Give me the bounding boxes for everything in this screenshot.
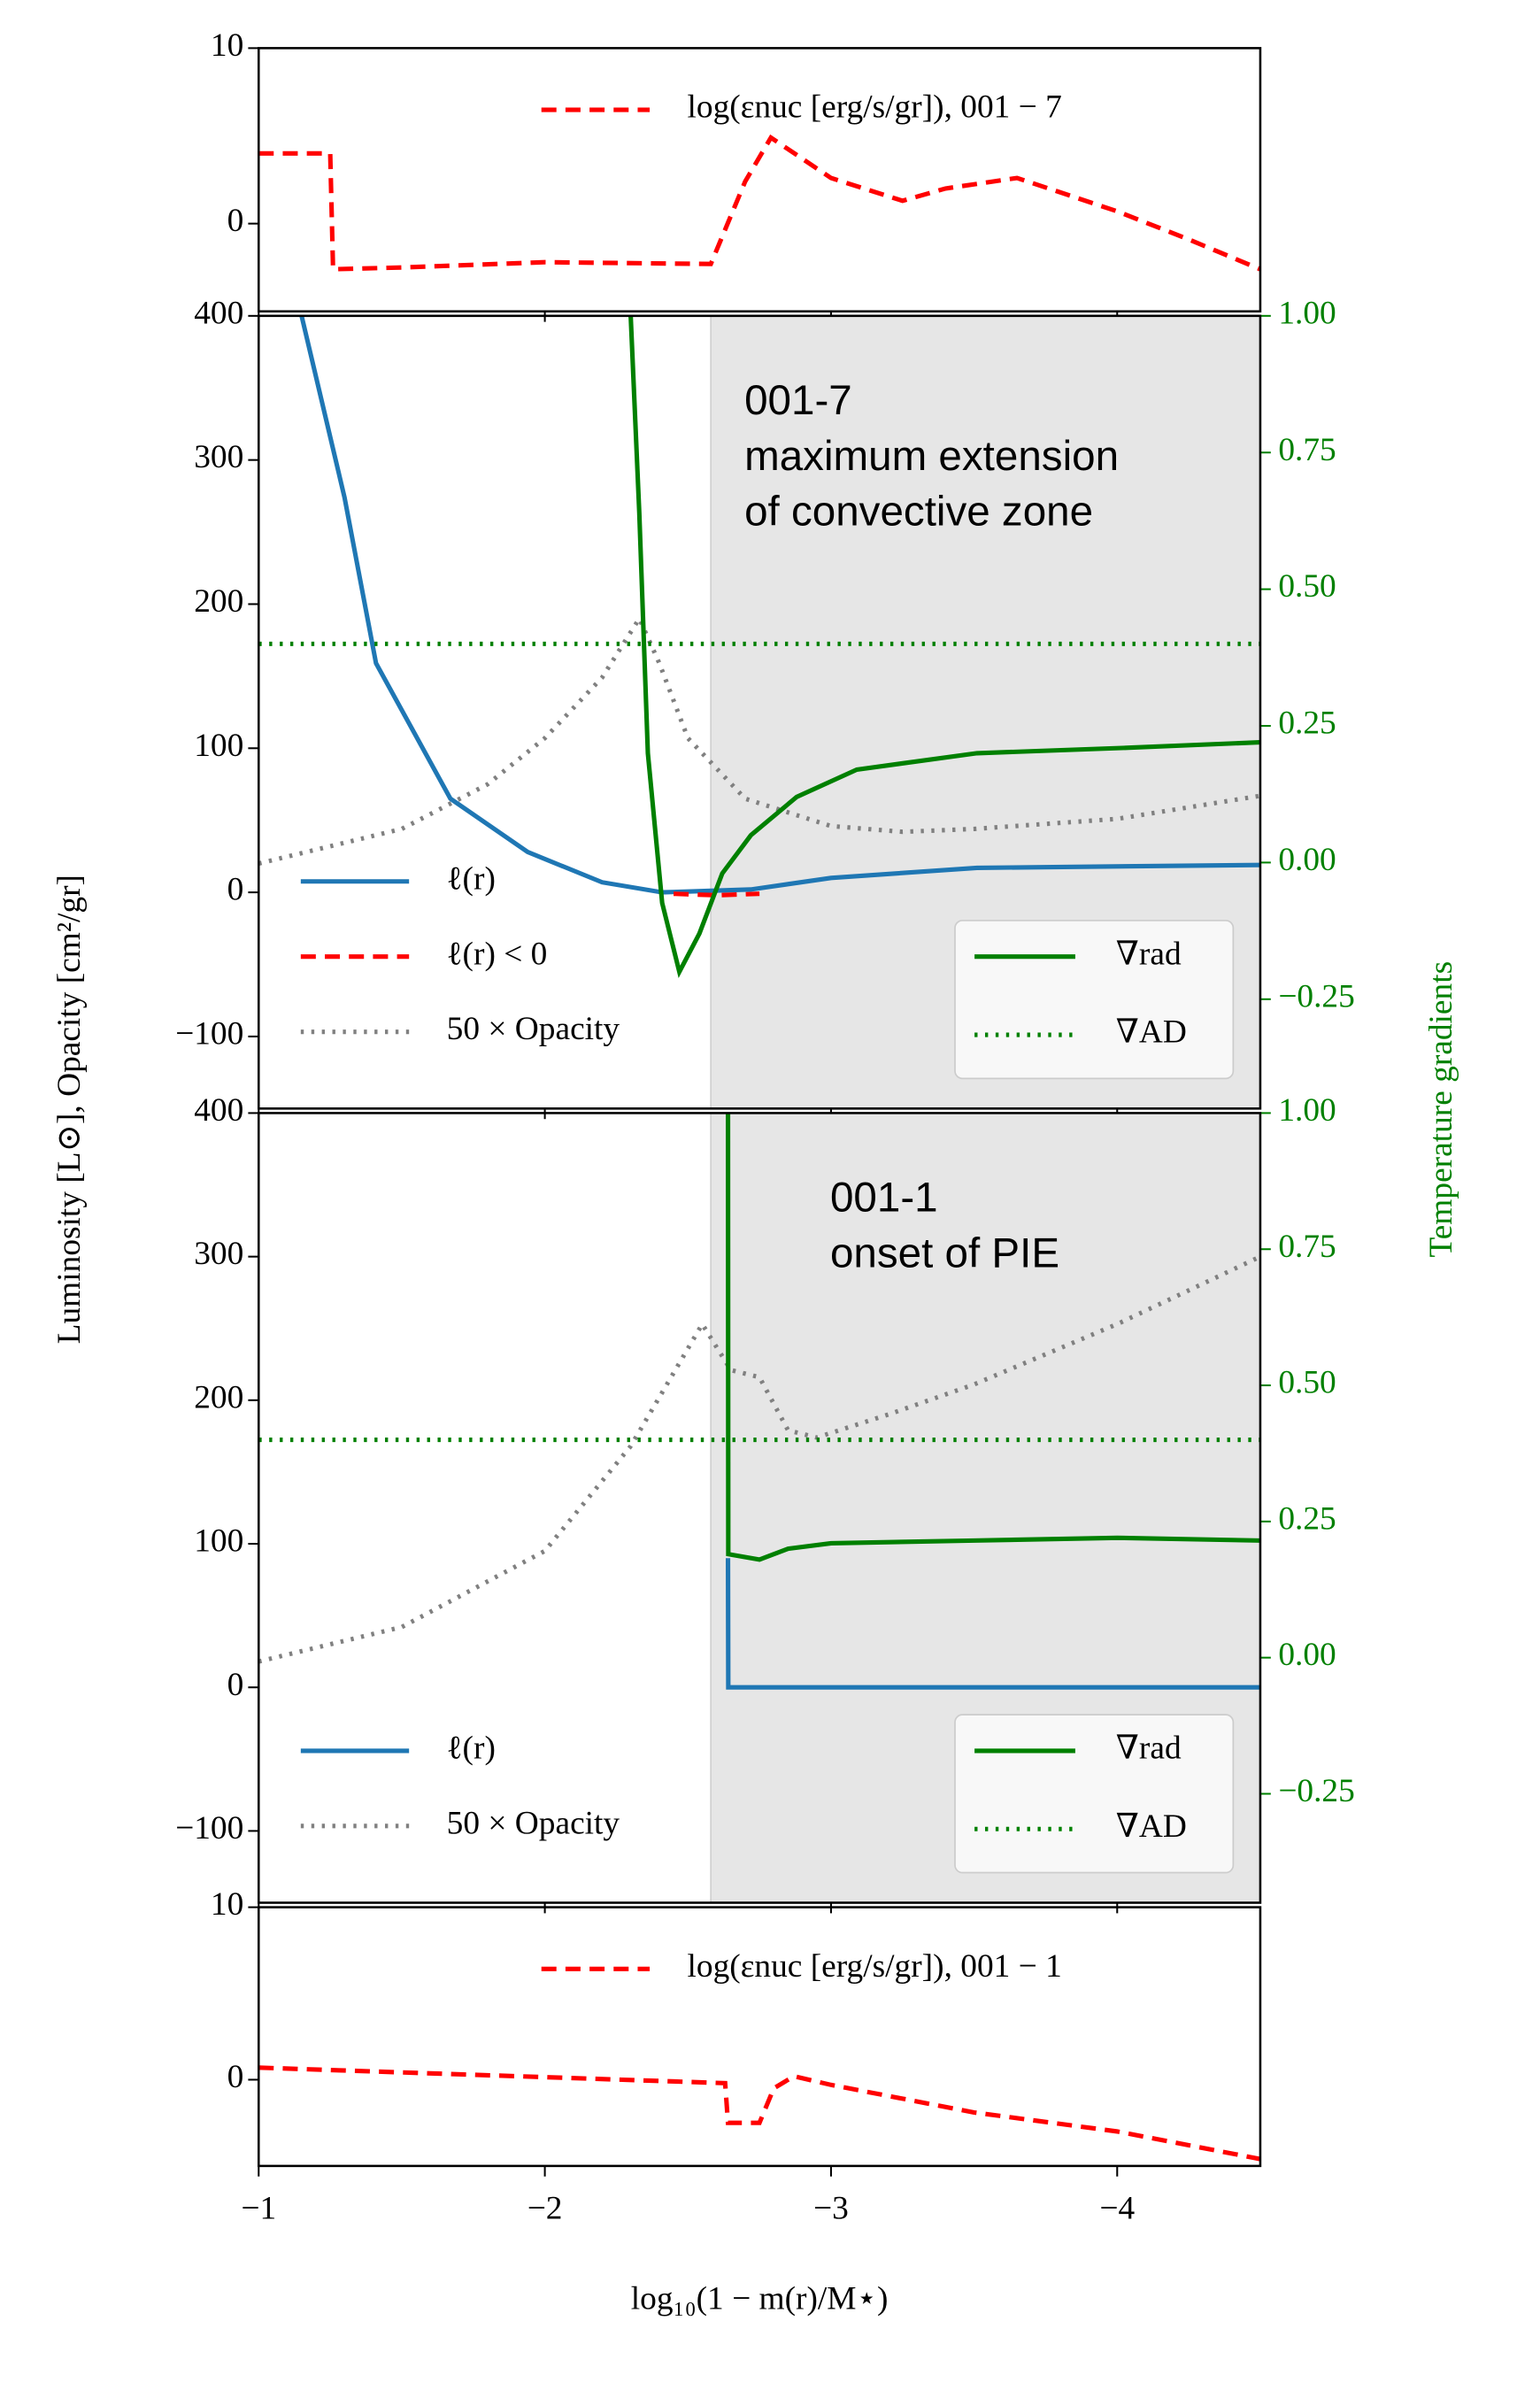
axes-frame [257, 1112, 1262, 1904]
annotation: onset of PIE [830, 1230, 1059, 1276]
x-tick-label: −1 [241, 2190, 276, 2226]
y-tick-label: 0 [227, 203, 244, 239]
y2-tick-label: −0.25 [1278, 978, 1355, 1014]
annotation: of convective zone [744, 489, 1093, 536]
annotation: maximum extension [744, 433, 1119, 480]
y-tick-label: −100 [175, 1015, 243, 1052]
y2-tick-label: 0.00 [1278, 1637, 1336, 1673]
y-tick-label: 100 [194, 1523, 243, 1560]
legend-label: ∇AD [1116, 1014, 1187, 1051]
y-tick-label: 200 [194, 583, 243, 620]
series-line [258, 613, 1260, 867]
axes-frame [257, 1906, 1262, 2168]
y-tick-label: 200 [194, 1379, 243, 1415]
legend-label: ℓ(r) < 0 [447, 936, 548, 972]
legend-label: 50 × Opacity [447, 1011, 620, 1047]
series-line [725, 1113, 1260, 1562]
series-line [258, 134, 1260, 272]
series-line [725, 1558, 1260, 1690]
legend-label: ℓ(r) [447, 1730, 496, 1766]
y-tick-label: 400 [194, 1092, 243, 1129]
y-tick-label: 10 [211, 27, 243, 64]
y2-tick-label: 1.00 [1278, 295, 1336, 331]
y-tick-label: 10 [211, 1886, 243, 1923]
y2-tick-label: 0.25 [1278, 705, 1336, 742]
legend-box [954, 920, 1235, 1080]
y2-tick-label: 1.00 [1278, 1092, 1336, 1129]
x-tick-label: −4 [1099, 2190, 1135, 2226]
legend-label: log(εnuc [erg/s/gr]), 001 − 1 [688, 1948, 1062, 1985]
y2-tick-label: 0.00 [1278, 842, 1336, 878]
y2-tick-label: 0.50 [1278, 568, 1336, 605]
y-tick-label: 0 [227, 872, 244, 908]
y-tick-label: −100 [175, 1810, 243, 1846]
series-line [299, 315, 1260, 895]
axes-frame [257, 47, 1262, 313]
y-tick-label: 400 [194, 295, 243, 331]
legend-box [954, 1714, 1235, 1874]
series-line [674, 891, 760, 898]
legend-label: log(εnuc [erg/s/gr]), 001 − 7 [688, 89, 1062, 126]
y-tick-label: 100 [194, 728, 243, 764]
y2-tick-label: −0.25 [1278, 1773, 1355, 1809]
y2-tick-label: 0.50 [1278, 1365, 1336, 1401]
y2-tick-label: 0.75 [1278, 1229, 1336, 1265]
legend-label: 50 × Opacity [447, 1805, 620, 1841]
x-axis-label: log₁₀(1 − m(r)/M⋆) [631, 2280, 889, 2317]
legend-label: ∇rad [1116, 1730, 1182, 1766]
legend-label: ∇AD [1116, 1808, 1187, 1845]
y-tick-label: 300 [194, 1236, 243, 1272]
legend-label: ℓ(r) [447, 860, 496, 897]
annotation: 001-1 [830, 1175, 938, 1222]
annotation: 001-7 [744, 377, 852, 424]
series-line [628, 315, 1260, 979]
y-tick-label: 0 [227, 2059, 244, 2095]
x-tick-label: −3 [813, 2190, 849, 2226]
y-tick-label: 300 [194, 439, 243, 475]
axes-frame [257, 314, 1262, 1110]
y2-tick-label: 0.75 [1278, 432, 1336, 468]
y2-tick-label: 0.25 [1278, 1500, 1336, 1537]
legend-label: ∇rad [1116, 936, 1182, 972]
y-axis-label: Luminosity [L⊙], Opacity [cm²/gr] [51, 875, 88, 1344]
x-tick-label: −2 [527, 2190, 563, 2226]
y-tick-label: 0 [227, 1667, 244, 1703]
series-line [258, 2065, 1260, 2162]
y2-axis-label: Temperature gradients [1423, 961, 1459, 1258]
